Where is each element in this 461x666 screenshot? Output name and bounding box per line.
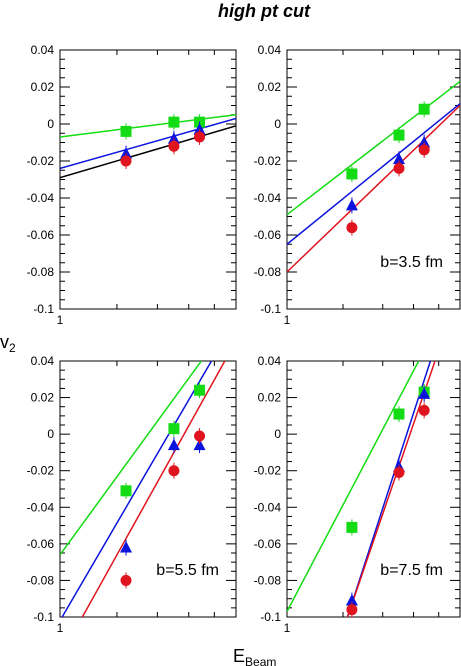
y-tick-label: -0.08 xyxy=(254,573,282,587)
y-tick-label: -0.04 xyxy=(27,500,55,514)
marker-circle-red xyxy=(393,162,405,174)
y-tick-label: 0 xyxy=(274,427,281,441)
x-axis-label-main: E xyxy=(233,646,245,666)
y-tick-label: -0.02 xyxy=(27,154,55,168)
marker-square-green xyxy=(393,408,405,420)
fit-line-blue xyxy=(60,117,236,170)
x-tick-label: 1 xyxy=(284,313,291,327)
y-tick-label: -0.02 xyxy=(27,464,55,478)
y-tick-label: 0.04 xyxy=(31,354,55,368)
fit-line-blue xyxy=(287,103,460,245)
marker-square-green xyxy=(120,485,132,497)
marker-triangle-blue xyxy=(392,152,405,165)
marker-square-green xyxy=(346,521,358,533)
fit-line-blue xyxy=(61,361,213,617)
marker-triangle-blue xyxy=(193,438,206,451)
marker-circle-red xyxy=(418,404,430,416)
y-tick-label: -0.06 xyxy=(27,228,55,242)
marker-circle-red xyxy=(346,222,358,234)
panels-group: 0.040.020-0.02-0.04-0.06-0.08-0.110.040.… xyxy=(27,43,461,635)
y-tick-label: 0.04 xyxy=(258,354,282,368)
fit-line-red xyxy=(287,104,460,273)
y-tick-label: -0.1 xyxy=(33,610,54,624)
y-tick-label: -0.1 xyxy=(260,610,281,624)
y-tick-label: 0 xyxy=(47,427,54,441)
x-tick-label: 1 xyxy=(57,313,64,327)
fit-line-green xyxy=(60,114,236,138)
y-tick-label: -0.02 xyxy=(254,154,282,168)
y-axis-label-main: v xyxy=(0,332,9,352)
y-tick-label: -0.02 xyxy=(254,464,282,478)
marker-triangle-blue xyxy=(345,198,358,211)
marker-circle-red xyxy=(346,604,358,616)
y-tick-label: -0.04 xyxy=(254,191,282,205)
y-tick-label: 0.04 xyxy=(258,43,282,57)
fit-line-green xyxy=(287,361,420,612)
marker-triangle-blue xyxy=(418,136,431,148)
y-tick-label: -0.08 xyxy=(254,265,282,279)
y-tick-label: 0.02 xyxy=(31,391,55,405)
y-tick-label: -0.06 xyxy=(254,537,282,551)
marker-square-green xyxy=(168,423,180,435)
marker-triangle-blue xyxy=(345,594,358,606)
y-tick-label: -0.08 xyxy=(27,265,55,279)
x-axis-label-sub: Beam xyxy=(245,655,276,666)
y-tick-label: 0 xyxy=(274,117,281,131)
y-tick-label: 0.04 xyxy=(31,43,55,57)
marker-triangle-blue xyxy=(193,123,206,135)
panel-bottom-left: 0.04 0.02 0 -0.02 -0.04 -0.06 -0.08 -0.11 b=5.5 … xyxy=(27,354,237,635)
fit-line-black xyxy=(60,125,236,179)
fit-line-blue xyxy=(346,361,432,617)
x-tick-label: 1 xyxy=(57,621,64,635)
marker-square-green xyxy=(418,103,430,115)
y-axis-label-sub: 2 xyxy=(9,341,16,355)
fit-line-red xyxy=(346,361,436,617)
fit-line-red xyxy=(81,361,226,617)
y-axis-label: v2 xyxy=(0,332,16,355)
panel-bottom-right: 0.04 0.02 0 -0.02 -0.04 -0.06 -0.08 -0.11 b=7.5 … xyxy=(254,354,461,635)
y-tick-label: -0.1 xyxy=(33,302,54,316)
y-tick-label: -0.04 xyxy=(254,500,282,514)
fit-line-green xyxy=(60,361,203,556)
x-axis-label: EBeam xyxy=(233,646,276,666)
marker-circle-red xyxy=(393,467,405,479)
marker-triangle-blue xyxy=(167,132,180,144)
panel-top-right: 0.04 0.02 0 -0.02 -0.04 -0.06 -0.08 -0.11 b=3.5 … xyxy=(254,43,461,327)
marker-circle-red xyxy=(168,465,180,477)
marker-circle-red xyxy=(120,574,132,586)
y-tick-label: 0.02 xyxy=(258,391,282,405)
y-tick-label: 0.02 xyxy=(258,80,282,94)
marker-circle-red xyxy=(120,155,132,167)
marker-circle-red xyxy=(168,140,180,152)
panel-frame xyxy=(59,49,237,310)
fit-line-green xyxy=(287,80,460,216)
figure-title: high pt cut xyxy=(218,1,311,21)
marker-triangle-blue xyxy=(120,147,133,159)
panel-top-left: 0.04 0.02 0 -0.02 -0.04 -0.06 -0.08 -0.11 xyxy=(27,43,237,327)
y-tick-label: -0.04 xyxy=(27,191,55,205)
panel-note: b=3.5 fm xyxy=(380,254,443,271)
marker-triangle-blue xyxy=(418,387,431,399)
panel-note: b=5.5 fm xyxy=(156,562,219,579)
x-tick-label: 1 xyxy=(284,621,291,635)
marker-triangle-blue xyxy=(167,438,180,451)
marker-triangle-blue xyxy=(120,541,133,553)
marker-square-green xyxy=(393,129,405,141)
y-tick-label: -0.08 xyxy=(27,573,55,587)
marker-circle-red xyxy=(194,131,206,143)
y-tick-label: -0.06 xyxy=(254,228,282,242)
y-tick-label: 0 xyxy=(47,117,54,131)
marker-circle-red xyxy=(194,430,206,442)
marker-square-green xyxy=(194,384,206,396)
y-tick-label: -0.1 xyxy=(260,302,281,316)
panel-note: b=7.5 fm xyxy=(380,562,443,579)
marker-circle-red xyxy=(418,144,430,156)
y-tick-label: 0.02 xyxy=(31,80,55,94)
marker-square-green xyxy=(346,168,358,180)
marker-square-green xyxy=(168,116,180,128)
marker-square-green xyxy=(120,125,132,137)
y-tick-label: -0.06 xyxy=(27,537,55,551)
